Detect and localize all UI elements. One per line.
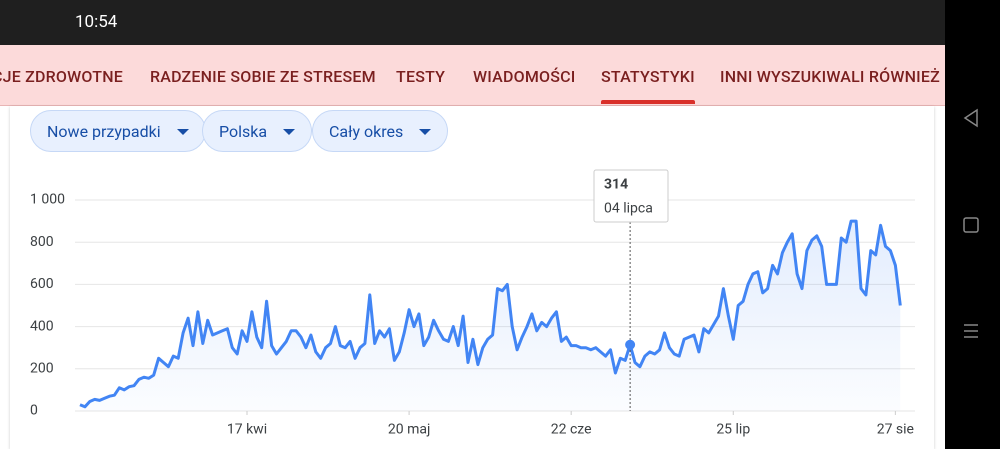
area (80, 221, 901, 411)
tab-bar: CJE ZDROWOTNE RADZENIE SOBIE ZE STRESEM TE… (0, 45, 945, 106)
tooltip-point (625, 339, 636, 350)
clock: 10:54 (75, 12, 118, 32)
y-tick-label: 1 000 (30, 192, 65, 208)
x-tick-label: 22 cze (551, 422, 592, 438)
tab[interactable]: TESTY (396, 67, 446, 86)
x-tick-label: 27 sie (877, 422, 914, 438)
tab[interactable]: INNI WYSZUKIWALI RÓWNIEŻ (720, 67, 940, 86)
x-tick-label: 25 lip (716, 422, 750, 438)
tab[interactable]: STATYSTYKI (601, 67, 695, 104)
tooltip-date: 04 lipca (604, 201, 653, 217)
y-tick-label: 200 (30, 361, 54, 377)
tab[interactable]: WIADOMOŚCI (473, 67, 576, 86)
y-tick-label: 800 (30, 234, 54, 250)
line (79, 219, 902, 409)
tooltip-value: 314 (604, 177, 628, 193)
y-tick-label: 400 (30, 318, 54, 334)
filter-chip[interactable]: Cały okres (312, 110, 449, 152)
status-bar: 10:54 (0, 0, 945, 45)
y-tick-label: 0 (30, 403, 38, 419)
nav-icons (963, 108, 979, 338)
x-tick-label: 20 maj (388, 422, 430, 438)
y-tick-label: 600 (30, 276, 54, 292)
x-tick-label: 17 kwi (227, 422, 267, 438)
tooltip-box (593, 169, 669, 223)
filter-chip[interactable]: Nowe przypadki (30, 110, 206, 152)
tab[interactable]: CJE ZDROWOTNE (0, 67, 124, 86)
nav-bar (945, 0, 1000, 449)
chart: 0 200 400 600 800 1 000 17 kwi 20 maj 22 cze 25 l… (30, 169, 915, 438)
tab[interactable]: RADZENIE SOBIE ZE STRESEM (150, 67, 376, 86)
filter-chip[interactable]: Polska (202, 110, 313, 152)
